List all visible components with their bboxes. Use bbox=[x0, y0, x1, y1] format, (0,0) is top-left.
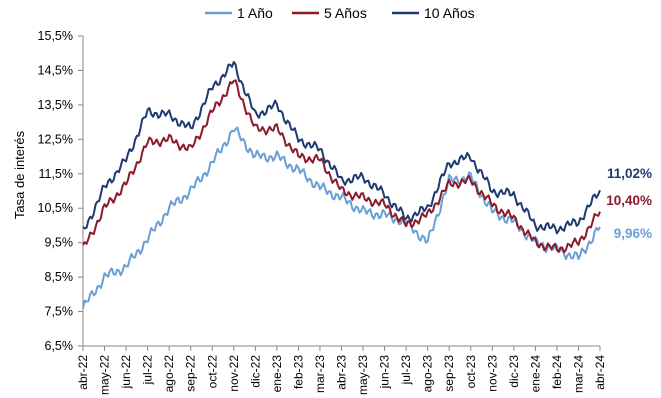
y-tick-label: 10,5% bbox=[38, 201, 73, 215]
x-tick-label: nov-23 bbox=[485, 355, 499, 392]
y-tick-label: 9,5% bbox=[45, 236, 74, 250]
x-tick-label: nov-22 bbox=[227, 355, 241, 392]
x-tick-label: feb-23 bbox=[291, 355, 305, 389]
x-tick-label: mar-24 bbox=[571, 355, 585, 393]
y-axis-label: Tasa de interés bbox=[12, 130, 27, 219]
x-tick-label: oct-23 bbox=[464, 355, 478, 389]
end-value-label: 10,40% bbox=[606, 193, 652, 208]
x-tick-label: feb-24 bbox=[550, 355, 564, 389]
x-tick-label: jun-23 bbox=[378, 355, 392, 390]
series-line-1 bbox=[82, 126, 601, 309]
y-axis-ticks: 6,5% 7,5% 8,5% 9,5% 10,5% 11,5% 12,5% 13,5% 14,5… bbox=[38, 29, 84, 353]
x-tick-label: ago-22 bbox=[162, 355, 176, 393]
legend: 1 Año 5 Años 10 Años bbox=[205, 5, 475, 21]
x-tick-label: jul-23 bbox=[399, 355, 413, 386]
y-tick-label: 15,5% bbox=[38, 29, 73, 43]
x-tick-label: sep-22 bbox=[184, 355, 198, 392]
x-tick-label: oct-22 bbox=[205, 355, 219, 389]
y-tick-label: 6,5% bbox=[45, 339, 74, 353]
end-value-label: 11,02% bbox=[607, 166, 652, 181]
x-tick-label: abr-24 bbox=[593, 355, 607, 390]
x-tick-label: jul-22 bbox=[141, 355, 155, 386]
series-line-2 bbox=[82, 79, 601, 254]
y-tick-label: 11,5% bbox=[38, 167, 73, 181]
y-tick-label: 7,5% bbox=[45, 305, 74, 319]
y-tick-label: 8,5% bbox=[45, 270, 74, 284]
x-axis: abr-22 may-22 jun-22 jul-22 ago-22 sep-22 oct-… bbox=[76, 345, 607, 395]
legend-label: 10 Años bbox=[424, 5, 475, 21]
x-tick-label: mar-23 bbox=[313, 355, 327, 393]
x-tick-label: sep-23 bbox=[442, 355, 456, 392]
x-tick-label: ene-24 bbox=[528, 355, 542, 393]
x-tick-label: ene-23 bbox=[270, 355, 284, 393]
x-tick-label: may-23 bbox=[356, 355, 370, 395]
end-value-label: 9,96% bbox=[614, 226, 652, 241]
x-tick-label: dic-23 bbox=[507, 355, 521, 388]
y-tick-label: 14,5% bbox=[38, 63, 73, 77]
x-tick-label: dic-22 bbox=[248, 355, 262, 388]
y-tick-label: 12,5% bbox=[38, 132, 73, 146]
x-tick-label: abr-22 bbox=[76, 355, 90, 390]
series-lines bbox=[82, 61, 601, 309]
x-tick-label: abr-23 bbox=[335, 355, 349, 390]
x-tick-label: may-22 bbox=[98, 355, 112, 395]
y-tick-label: 13,5% bbox=[38, 98, 73, 112]
end-labels: 9,96% 10,40% 11,02% bbox=[606, 166, 652, 241]
x-tick-label: ago-23 bbox=[421, 355, 435, 393]
x-tick-label: jun-22 bbox=[119, 355, 133, 390]
series-line-3 bbox=[82, 61, 601, 235]
legend-label: 5 Años bbox=[324, 5, 367, 21]
legend-label: 1 Año bbox=[237, 5, 273, 21]
